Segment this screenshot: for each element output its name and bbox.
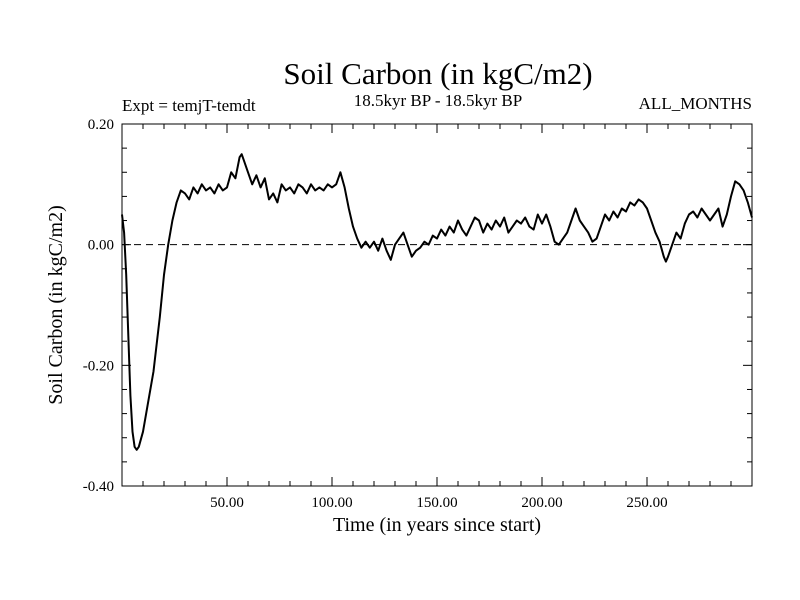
x-axis-label: Time (in years since start) [333,514,541,536]
y-tick-label: 0.00 [88,238,114,254]
subtitle-months: ALL_MONTHS [639,94,752,113]
plot-frame [121,123,753,487]
x-tick-label: 50.00 [210,495,244,511]
subtitle-experiment: Expt = temjT-temdt [122,96,256,115]
chart-title: Soil Carbon (in kgC/m2) [283,56,592,91]
y-tick-label: -0.20 [83,358,114,374]
y-tick-label: 0.20 [88,117,114,133]
x-tick-label: 100.00 [311,495,352,511]
x-tick-label: 250.00 [626,495,667,511]
subtitle-period: 18.5kyr BP - 18.5kyr BP [354,91,522,110]
series-line-soil-carbon [121,153,753,451]
x-tick-label: 200.00 [521,495,562,511]
y-tick-label: -0.40 [83,479,114,495]
y-axis-label: Soil Carbon (in kgC/m2) [45,205,67,404]
x-tick-label: 150.00 [416,495,457,511]
